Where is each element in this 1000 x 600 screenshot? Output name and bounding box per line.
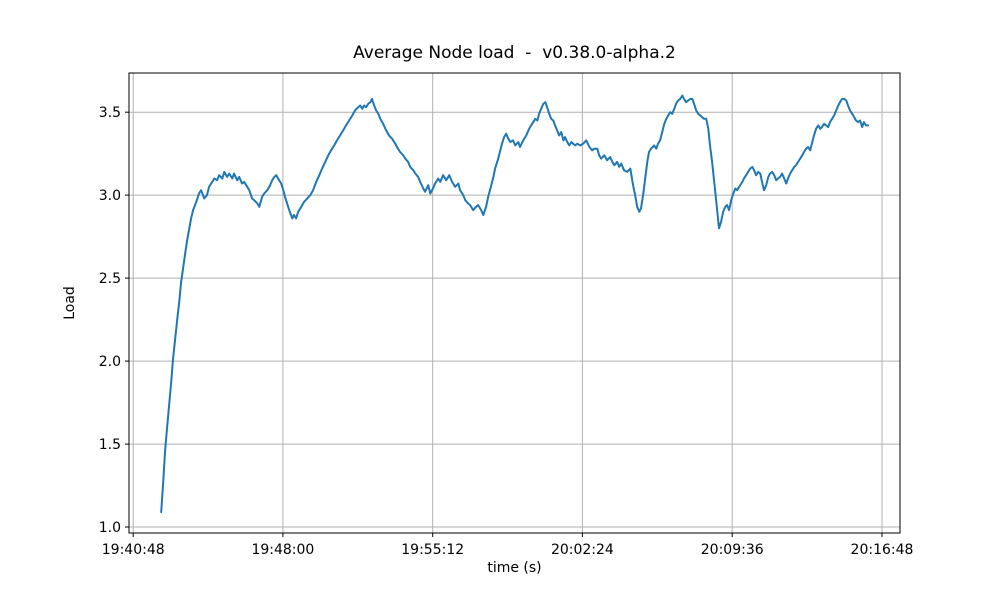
load-series-line — [160, 94, 870, 514]
x-tick-label: 20:16:48 — [851, 542, 914, 558]
y-tick-label: 3.5 — [99, 105, 121, 121]
y-tick-label: 2.0 — [99, 354, 121, 370]
y-tick-label: 2.5 — [99, 271, 121, 287]
x-tick-label: 19:55:12 — [401, 542, 464, 558]
y-tick-label: 3.0 — [99, 188, 121, 204]
x-tick-label: 19:40:48 — [102, 542, 165, 558]
grid-lines — [129, 73, 900, 533]
y-tick-label: 1.0 — [99, 520, 121, 536]
x-tick-label: 20:02:24 — [551, 542, 614, 558]
plot-border — [128, 72, 901, 534]
axis-ticks — [125, 111, 883, 537]
x-tick-label: 19:48:00 — [251, 542, 314, 558]
chart-title: Average Node load - v0.38.0-alpha.2 — [353, 43, 676, 63]
y-tick-label: 1.5 — [99, 437, 121, 453]
x-tick-label: 20:09:36 — [701, 542, 764, 558]
x-axis-label: time (s) — [487, 560, 542, 576]
